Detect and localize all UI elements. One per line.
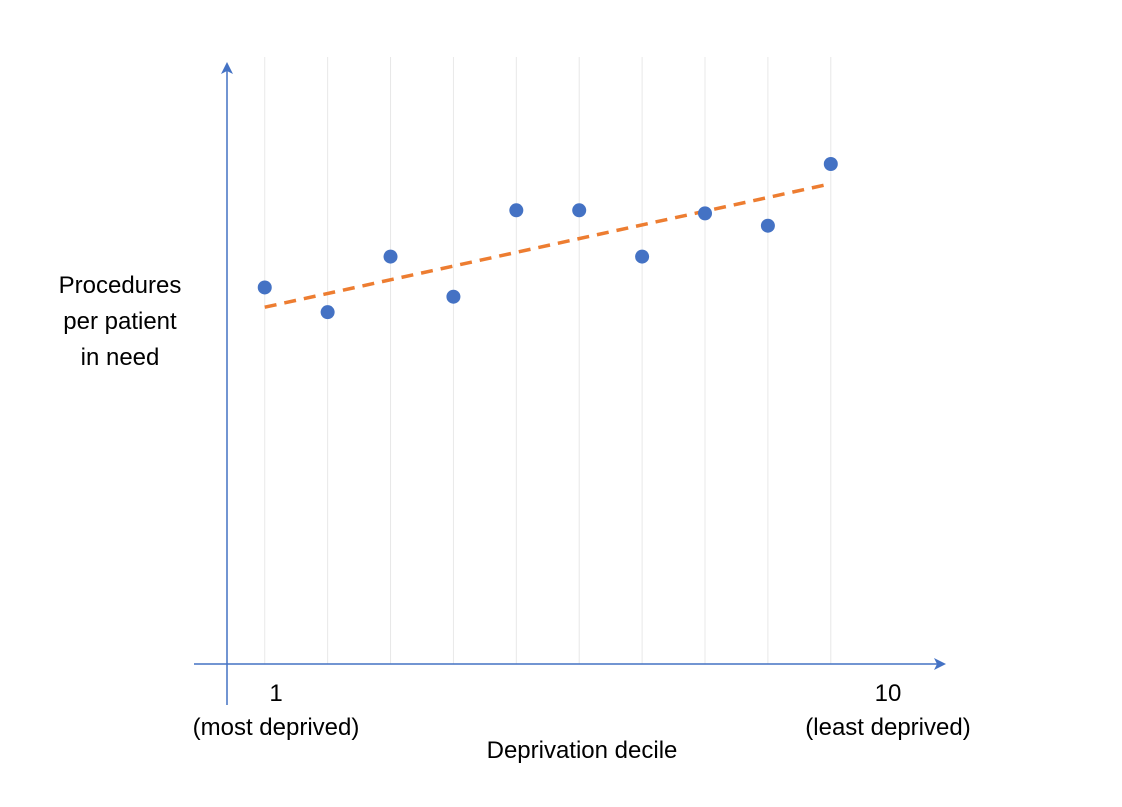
data-point-1 [257, 280, 272, 295]
x-axis-label: Deprivation decile [487, 737, 678, 764]
y-axis-label-line-2: per patient [63, 308, 177, 335]
y-axis-label-line-1: Procedures [59, 272, 182, 299]
y-axis-label-line-3: in need [81, 344, 160, 371]
x-tick-label-first: 1 [269, 680, 282, 707]
data-point-2 [320, 305, 335, 320]
vertical-gridlines [264, 57, 832, 664]
data-point-6 [572, 203, 587, 218]
data-point-10 [823, 157, 838, 171]
trendline [264, 182, 832, 309]
data-points [257, 157, 838, 320]
data-point-9 [760, 218, 775, 233]
x-tick-caption-first: (most deprived) [193, 714, 360, 741]
data-point-8 [698, 206, 712, 221]
data-point-7 [635, 249, 650, 264]
x-tick-label-last: 10 [875, 680, 902, 707]
data-point-3 [383, 249, 398, 264]
data-point-5 [509, 203, 524, 218]
x-tick-caption-last: (least deprived) [805, 714, 970, 741]
data-point-4 [446, 289, 461, 304]
